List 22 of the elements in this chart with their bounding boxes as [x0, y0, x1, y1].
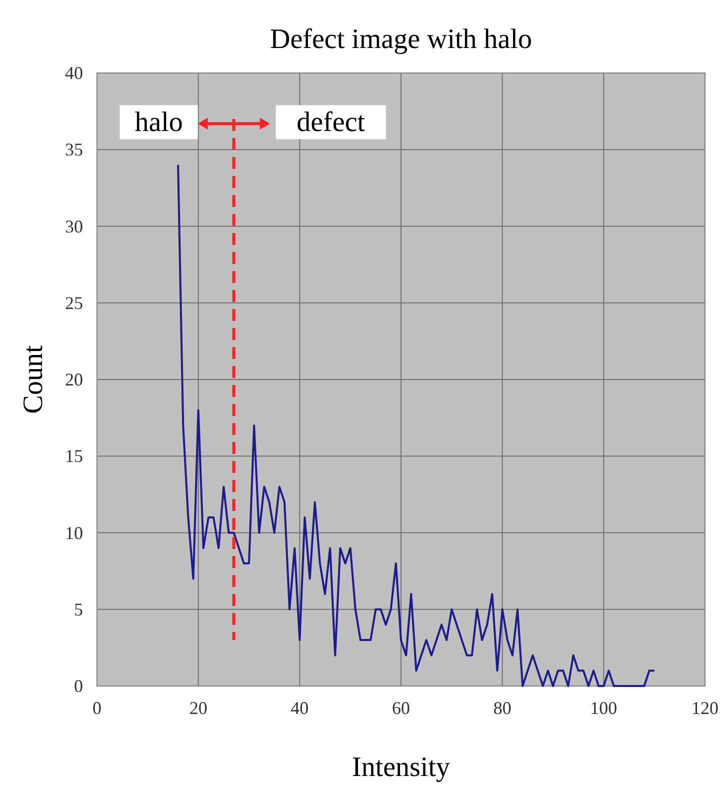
y-axis-title: Count: [18, 345, 49, 414]
y-tick-label: 15: [65, 446, 83, 466]
y-tick-label: 20: [65, 370, 83, 390]
y-tick-label: 5: [74, 599, 83, 620]
y-tick-label: 25: [65, 292, 83, 313]
annotation: defect: [296, 107, 366, 138]
y-tick-label: 10: [65, 522, 83, 543]
x-tick-label: 120: [692, 698, 718, 718]
x-axis-title: Intensity: [352, 752, 450, 783]
y-tick-label: 30: [65, 216, 83, 236]
y-tick-label: 35: [65, 140, 83, 160]
annotation: halo: [134, 107, 183, 138]
x-tick-label: 60: [392, 698, 410, 718]
chart-title: Defect image with halo: [270, 24, 532, 55]
x-tick-label: 100: [590, 698, 618, 718]
line-series: [177, 164, 656, 687]
x-tick-label: 0: [92, 698, 102, 718]
x-tick-label: 20: [189, 698, 208, 718]
y-tick-label: 40: [65, 63, 83, 83]
x-tick-label: 40: [290, 698, 309, 718]
y-tick-label: 0: [74, 676, 83, 696]
x-tick-label: 80: [493, 698, 512, 718]
